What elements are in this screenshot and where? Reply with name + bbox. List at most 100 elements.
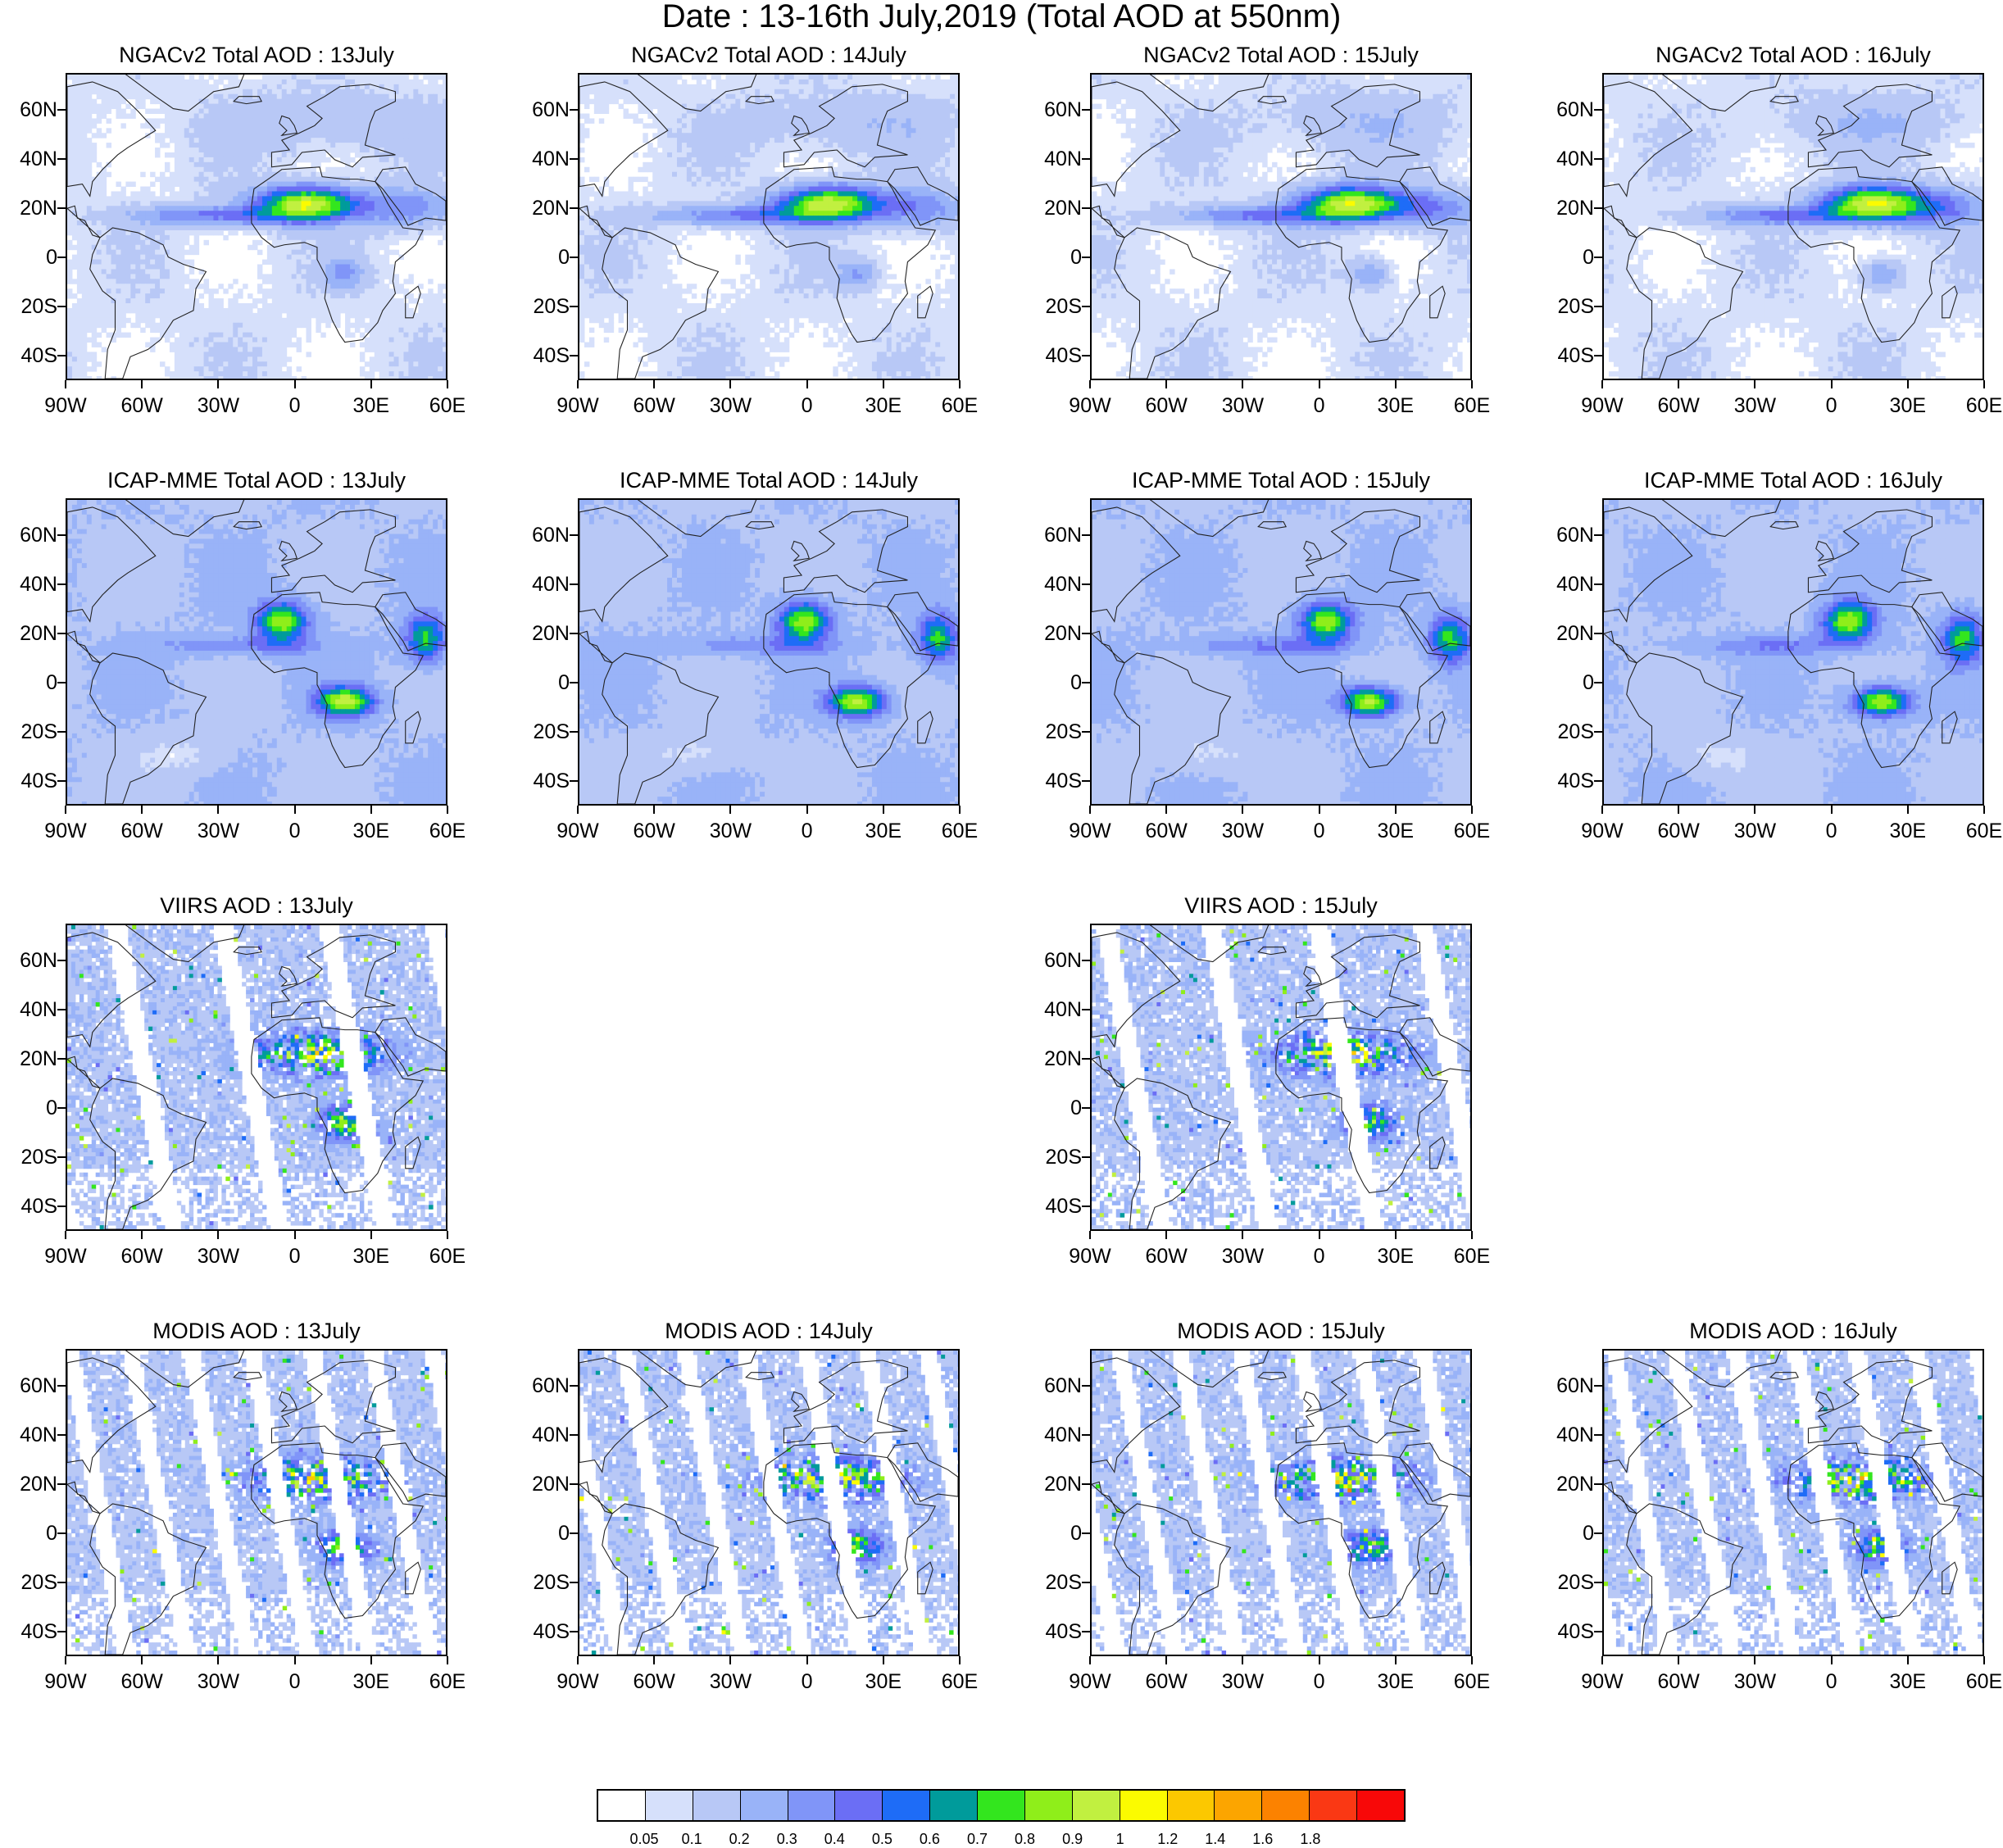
longitude-tick <box>1907 380 1909 388</box>
longitude-label: 60E <box>419 395 476 416</box>
colorbar-swatch <box>1262 1791 1310 1820</box>
longitude-label: 60E <box>1443 395 1501 416</box>
colorbar-swatch <box>930 1791 978 1820</box>
latitude-tick <box>1594 1582 1602 1583</box>
aod-map <box>1090 1349 1472 1656</box>
panel-title: NGACv2 Total AOD : 15July <box>1090 43 1472 67</box>
latitude-tick <box>1082 1582 1090 1583</box>
latitude-tick <box>57 1206 66 1207</box>
aod-map <box>1090 924 1472 1231</box>
longitude-tick <box>1242 1231 1243 1239</box>
longitude-tick <box>729 1656 731 1664</box>
longitude-tick <box>1089 806 1091 814</box>
longitude-tick <box>1601 380 1603 388</box>
latitude-tick <box>1082 1434 1090 1436</box>
longitude-label: 90W <box>37 1246 94 1267</box>
longitude-tick <box>806 380 808 388</box>
latitude-tick <box>1594 534 1602 536</box>
longitude-label: 90W <box>1061 1246 1119 1267</box>
latitude-label: 40N <box>1545 1424 1594 1446</box>
longitude-tick <box>1678 806 1679 814</box>
longitude-label: 0 <box>266 1671 324 1692</box>
longitude-tick <box>959 1656 961 1664</box>
latitude-label: 60N <box>1545 99 1594 120</box>
longitude-label: 60W <box>1138 1671 1195 1692</box>
colorbar-label: 1 <box>1096 1831 1145 1847</box>
map-panel: NGACv2 Total AOD : 15July 60N 40N 20N 0 20S 40… <box>1024 43 1516 469</box>
map-panel: NGACv2 Total AOD : 14July 60N 40N 20N 0 20S 40… <box>512 43 1004 469</box>
latitude-tick <box>57 158 66 160</box>
longitude-tick <box>1089 1656 1091 1664</box>
latitude-tick <box>1082 682 1090 683</box>
latitude-label: 40N <box>520 148 570 170</box>
longitude-label: 60E <box>931 395 988 416</box>
latitude-label: 40S <box>1033 770 1082 792</box>
longitude-label: 0 <box>266 820 324 842</box>
longitude-tick <box>1089 1231 1091 1239</box>
latitude-label: 0 <box>8 247 57 268</box>
latitude-label: 0 <box>1033 672 1082 693</box>
latitude-tick <box>1082 1009 1090 1010</box>
longitude-label: 0 <box>779 820 836 842</box>
latitude-tick <box>1082 780 1090 782</box>
latitude-tick <box>57 1532 66 1534</box>
latitude-tick <box>57 1058 66 1060</box>
latitude-label: 20S <box>1545 296 1594 317</box>
latitude-tick <box>1082 1631 1090 1632</box>
latitude-label: 20S <box>8 1572 57 1593</box>
longitude-tick <box>141 806 143 814</box>
longitude-label: 0 <box>1291 1671 1348 1692</box>
longitude-tick <box>65 380 66 388</box>
latitude-tick <box>1082 355 1090 356</box>
latitude-label: 20N <box>8 1048 57 1069</box>
longitude-label: 90W <box>549 1671 606 1692</box>
latitude-tick <box>57 257 66 258</box>
map-panel: MODIS AOD : 14July 60N 40N 20N 0 20S 40S 90W 60W… <box>512 1319 1004 1745</box>
colorbar-label: 1.6 <box>1238 1831 1288 1847</box>
latitude-label: 40N <box>1545 148 1594 170</box>
latitude-label: 0 <box>1545 247 1594 268</box>
longitude-label: 0 <box>1291 820 1348 842</box>
latitude-label: 60N <box>520 524 570 546</box>
latitude-label: 40S <box>1033 345 1082 366</box>
latitude-label: 0 <box>520 1523 570 1544</box>
latitude-label: 60N <box>8 99 57 120</box>
latitude-tick <box>57 1582 66 1583</box>
colorbar-label: 0.8 <box>1001 1831 1050 1847</box>
longitude-tick <box>1242 380 1243 388</box>
longitude-label: 30E <box>1367 820 1424 842</box>
latitude-tick <box>570 780 578 782</box>
longitude-label: 60W <box>625 395 683 416</box>
latitude-tick <box>1594 158 1602 160</box>
latitude-label: 20S <box>1033 296 1082 317</box>
longitude-label: 60E <box>1955 395 2003 416</box>
latitude-label: 20N <box>520 1473 570 1495</box>
longitude-tick <box>447 1231 448 1239</box>
latitude-label: 40N <box>8 999 57 1020</box>
longitude-tick <box>1319 1656 1320 1664</box>
latitude-tick <box>57 960 66 961</box>
latitude-label: 0 <box>1033 247 1082 268</box>
colorbar-swatch <box>1025 1791 1073 1820</box>
longitude-label: 90W <box>37 395 94 416</box>
latitude-tick <box>570 257 578 258</box>
longitude-label: 60W <box>1138 1246 1195 1267</box>
longitude-tick <box>577 1656 579 1664</box>
longitude-label: 30E <box>855 1671 912 1692</box>
latitude-tick <box>1594 355 1602 356</box>
longitude-label: 30W <box>1726 820 1783 842</box>
panel-title: ICAP-MME Total AOD : 13July <box>66 468 447 493</box>
colorbar-swatch <box>1073 1791 1120 1820</box>
map-panel: VIIRS AOD : 15July 60N 40N 20N 0 20S 40S 90W 60W… <box>1024 893 1516 1319</box>
latitude-label: 20N <box>520 198 570 219</box>
longitude-label: 90W <box>1574 395 1631 416</box>
longitude-tick <box>1319 1231 1320 1239</box>
latitude-label: 20S <box>8 296 57 317</box>
colorbar-swatch <box>1310 1791 1357 1820</box>
longitude-label: 0 <box>1803 820 1860 842</box>
latitude-label: 60N <box>1033 1375 1082 1396</box>
longitude-tick <box>1242 806 1243 814</box>
latitude-tick <box>570 731 578 733</box>
longitude-tick <box>1471 380 1473 388</box>
longitude-tick <box>1242 1656 1243 1664</box>
